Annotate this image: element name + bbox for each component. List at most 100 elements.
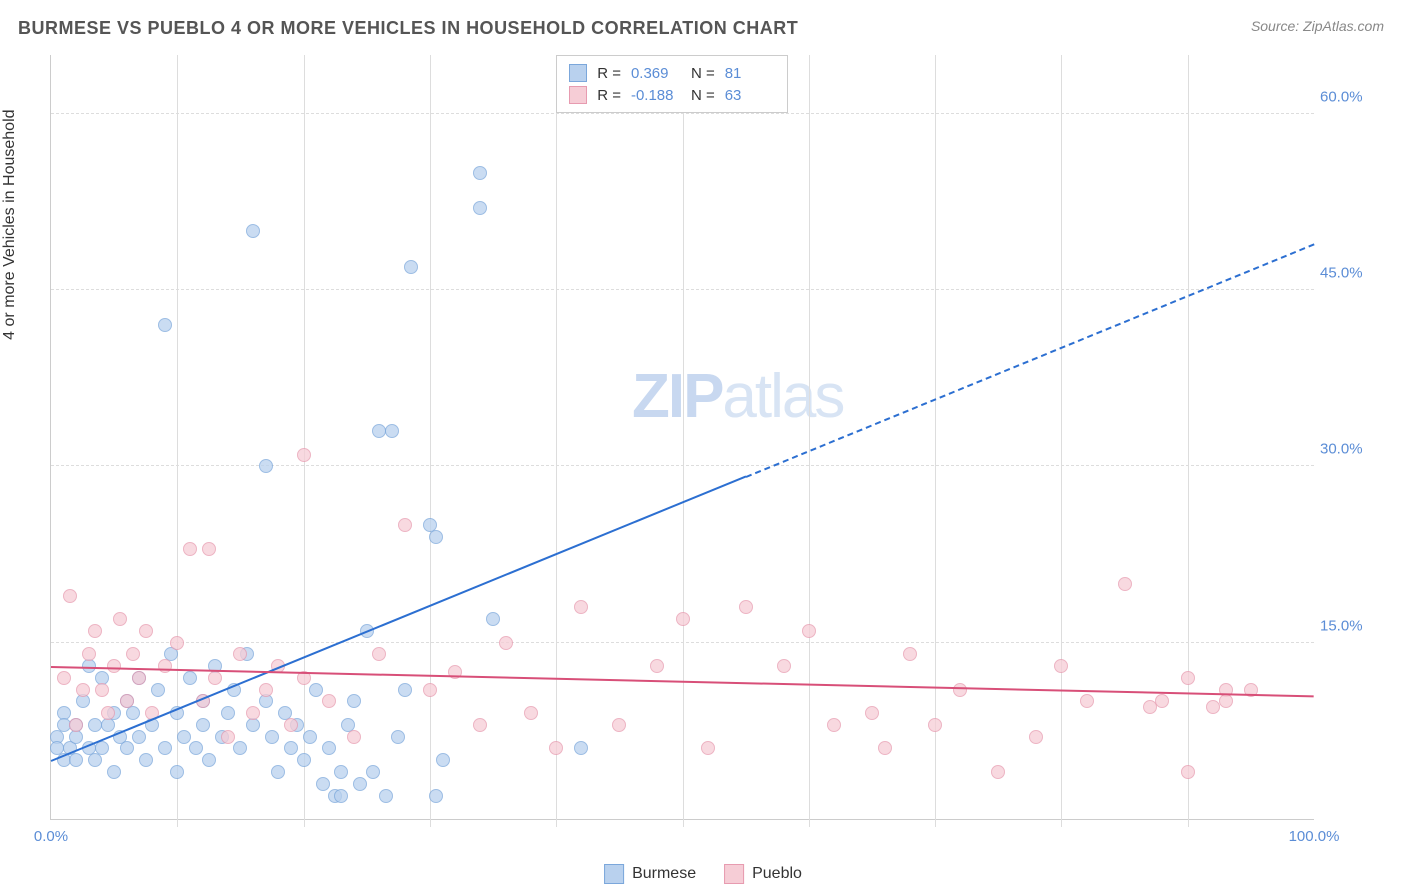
scatter-point [701, 741, 715, 755]
scatter-point [549, 741, 563, 755]
scatter-point [297, 753, 311, 767]
grid-line-v [935, 55, 936, 827]
scatter-point [101, 706, 115, 720]
x-tick-label: 0.0% [34, 828, 68, 845]
trend-line [51, 476, 746, 762]
scatter-point [878, 741, 892, 755]
scatter-point [158, 659, 172, 673]
scatter-point [473, 166, 487, 180]
scatter-point [991, 765, 1005, 779]
scatter-point [334, 765, 348, 779]
scatter-point [1181, 765, 1195, 779]
chart-title: BURMESE VS PUEBLO 4 OR MORE VEHICLES IN … [18, 18, 798, 39]
grid-line-v [304, 55, 305, 827]
legend-label: Pueblo [752, 865, 802, 883]
stat-row: R =-0.188N =63 [569, 84, 775, 106]
scatter-point [284, 741, 298, 755]
scatter-point [259, 459, 273, 473]
scatter-point [132, 730, 146, 744]
stat-r-label: R = [597, 65, 621, 82]
scatter-point [303, 730, 317, 744]
scatter-point [1118, 577, 1132, 591]
scatter-point [69, 718, 83, 732]
scatter-point [208, 671, 222, 685]
scatter-point [953, 683, 967, 697]
stat-r-value: 0.369 [631, 65, 681, 82]
scatter-point [486, 612, 500, 626]
y-axis-label: 4 or more Vehicles in Household [1, 109, 19, 339]
source-attribution: Source: ZipAtlas.com [1251, 18, 1384, 34]
scatter-point [1029, 730, 1043, 744]
scatter-point [524, 706, 538, 720]
scatter-point [246, 224, 260, 238]
scatter-point [574, 600, 588, 614]
y-tick-label: 45.0% [1320, 265, 1380, 282]
scatter-point [353, 777, 367, 791]
scatter-point [233, 647, 247, 661]
scatter-point [120, 694, 134, 708]
scatter-point [271, 765, 285, 779]
scatter-point [372, 647, 386, 661]
scatter-point [107, 765, 121, 779]
scatter-point [366, 765, 380, 779]
scatter-point [316, 777, 330, 791]
scatter-point [297, 448, 311, 462]
grid-line-v [1188, 55, 1189, 827]
scatter-point [158, 318, 172, 332]
legend-item: Pueblo [724, 864, 802, 884]
scatter-point [202, 542, 216, 556]
scatter-point [1181, 671, 1195, 685]
scatter-point [63, 589, 77, 603]
stat-n-label: N = [691, 65, 715, 82]
scatter-point [95, 741, 109, 755]
stat-row: R =0.369N =81 [569, 62, 775, 84]
trend-line [745, 243, 1314, 478]
scatter-point [202, 753, 216, 767]
watermark-light: atlas [722, 362, 843, 431]
stat-n-label: N = [691, 87, 715, 104]
scatter-point [189, 741, 203, 755]
scatter-point [126, 647, 140, 661]
chart-container: ZIPatlas 15.0%30.0%45.0%60.0%0.0%100.0%R… [50, 55, 1384, 820]
scatter-point [1219, 694, 1233, 708]
scatter-point [196, 718, 210, 732]
scatter-point [391, 730, 405, 744]
scatter-point [284, 718, 298, 732]
scatter-point [107, 659, 121, 673]
grid-line-v [556, 55, 557, 827]
scatter-point [69, 753, 83, 767]
series-swatch [569, 86, 587, 104]
scatter-point [322, 741, 336, 755]
legend-item: Burmese [604, 864, 696, 884]
scatter-point [259, 683, 273, 697]
y-tick-label: 60.0% [1320, 88, 1380, 105]
scatter-point [88, 624, 102, 638]
scatter-point [436, 753, 450, 767]
scatter-point [322, 694, 336, 708]
grid-line-v [809, 55, 810, 827]
scatter-point [170, 765, 184, 779]
scatter-point [57, 671, 71, 685]
scatter-point [95, 683, 109, 697]
scatter-point [76, 683, 90, 697]
scatter-point [574, 741, 588, 755]
scatter-point [1054, 659, 1068, 673]
scatter-point [777, 659, 791, 673]
stat-r-label: R = [597, 87, 621, 104]
scatter-point [802, 624, 816, 638]
scatter-point [612, 718, 626, 732]
series-swatch [569, 64, 587, 82]
scatter-point [233, 741, 247, 755]
scatter-point [473, 201, 487, 215]
grid-line-v [683, 55, 684, 827]
scatter-point [423, 683, 437, 697]
scatter-point [473, 718, 487, 732]
scatter-point [903, 647, 917, 661]
scatter-point [139, 753, 153, 767]
scatter-point [334, 789, 348, 803]
scatter-point [379, 789, 393, 803]
scatter-point [246, 706, 260, 720]
legend-swatch [604, 864, 624, 884]
scatter-point [429, 530, 443, 544]
scatter-point [158, 741, 172, 755]
